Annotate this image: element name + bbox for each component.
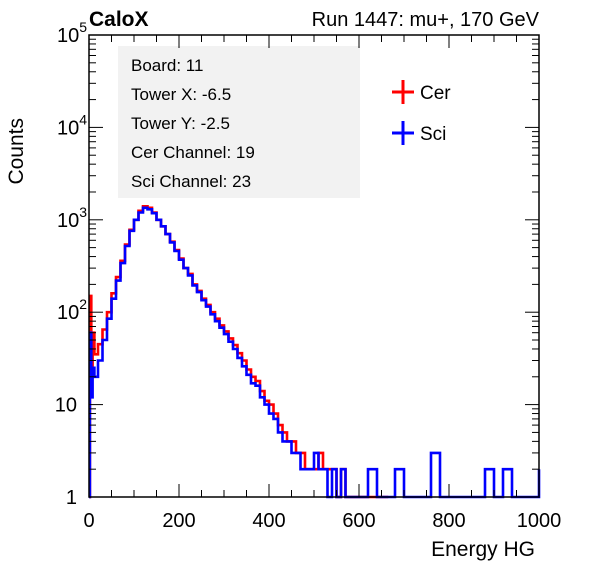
legend-entry-cer: Cer xyxy=(392,80,451,104)
y-tick-label: 10 xyxy=(55,395,77,417)
y-tick-label: 102 xyxy=(57,296,87,324)
x-tick-label: 0 xyxy=(83,510,94,532)
x-tick-label: 1000 xyxy=(517,510,562,532)
legend-cer-label: Cer xyxy=(420,83,451,104)
x-tick-label: 400 xyxy=(252,510,285,532)
series-sci-histogram xyxy=(88,206,541,499)
info-tower-y: Tower Y: -2.5 xyxy=(131,114,230,133)
info-cer-channel: Cer Channel: 19 xyxy=(131,143,255,162)
y-tick-label: 1 xyxy=(66,487,77,509)
legend: Cer Sci xyxy=(392,80,451,145)
header-right-label: Run 1447: mu+, 170 GeV xyxy=(312,9,540,31)
y-tick-label: 104 xyxy=(57,111,87,139)
x-tick-label: 800 xyxy=(432,510,465,532)
ticks-layer: 0 200 400 600 800 1000 1 10 102 103 104 105 xyxy=(55,19,562,532)
info-sci-channel: Sci Channel: 23 xyxy=(131,172,251,191)
y-tick-label: 103 xyxy=(57,204,87,232)
y-tick-label: 105 xyxy=(57,19,87,47)
x-axis-title: Energy HG xyxy=(431,538,535,561)
x-tick-label: 600 xyxy=(342,510,375,532)
info-board: Board: 11 xyxy=(131,56,203,75)
info-box xyxy=(118,46,360,198)
legend-entry-sci: Sci xyxy=(392,121,446,145)
legend-sci-label: Sci xyxy=(420,124,446,145)
y-axis-title: Counts xyxy=(5,118,28,185)
x-tick-label: 200 xyxy=(162,510,195,532)
series-layer xyxy=(88,205,541,499)
info-tower-x: Tower X: -6.5 xyxy=(131,85,231,104)
header-left-label: CaloX xyxy=(89,8,149,31)
